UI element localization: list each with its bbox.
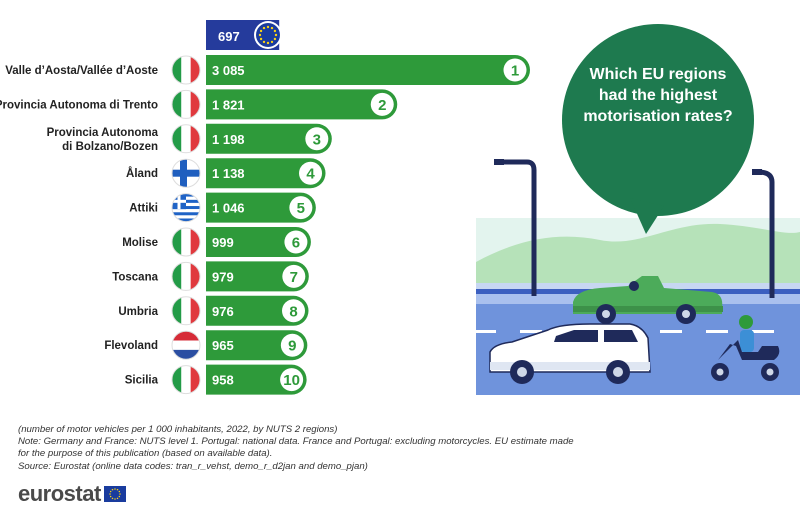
rank-badge: [503, 58, 527, 82]
region-label: Valle d’Aosta/Vallée d’Aoste: [5, 65, 158, 77]
convertible-car-icon: [573, 276, 723, 324]
rank-label: 2: [378, 97, 386, 114]
rank-badge: [280, 368, 304, 392]
italy-flag-icon: [171, 55, 201, 85]
region-label: Provincia Autonoma di Trento: [0, 99, 158, 111]
rank-badge: [370, 92, 394, 116]
bar: [206, 295, 309, 326]
bar: [206, 364, 307, 395]
bar: [206, 330, 308, 361]
netherlands-flag-icon: [171, 330, 201, 360]
rank-label: 3: [313, 131, 321, 148]
value-label: 958: [212, 373, 234, 388]
bar-row: Sicilia 10 958: [125, 364, 307, 395]
note-unit: (number of motor vehicles per 1 000 inha…: [18, 424, 338, 435]
scooter-icon: [711, 315, 780, 381]
question-bubble: [562, 24, 754, 234]
value-label: 1 198: [212, 132, 245, 147]
rank-label: 7: [290, 269, 298, 286]
italy-flag-icon: [171, 89, 201, 119]
rank-label: 10: [283, 372, 300, 389]
region-label: Flevoland: [104, 340, 158, 352]
suv-car-icon: [489, 323, 651, 384]
rank-badge: [282, 264, 306, 288]
rank-badge: [305, 127, 329, 151]
bar: [206, 192, 316, 223]
note-1: Note: Germany and France: NUTS level 1. …: [18, 436, 574, 448]
value-label: 1 138: [212, 166, 245, 181]
rank-badge: [284, 230, 308, 254]
value-label: 999: [212, 235, 234, 250]
eu-flag-logo-icon: [103, 486, 126, 502]
italy-flag-icon: [171, 261, 201, 291]
bar-row: Attiki 5 1 046: [129, 192, 316, 223]
value-label: 976: [212, 304, 234, 319]
region-label: Provincia Autonoma di Bolzano/Bozen: [47, 127, 159, 153]
value-label: 1 821: [212, 97, 245, 112]
bars: Valle d’Aosta/Vallée d’Aoste 1 3 085 Provin…: [0, 55, 530, 395]
bubble-text: Which EU regions had the highest motoris…: [583, 66, 733, 125]
bar-row: Valle d’Aosta/Vallée d’Aoste 1 3 085: [5, 55, 530, 85]
rank-badge: [289, 196, 313, 220]
rank-label: 9: [288, 338, 296, 355]
logo-text: eurostat: [18, 481, 101, 506]
italy-flag-icon: [171, 124, 201, 154]
street-illustration: [476, 159, 800, 395]
eu-flag-icon: [254, 21, 282, 49]
italy-flag-icon: [171, 365, 201, 395]
bar-row: Åland 4 1 138: [126, 158, 326, 189]
rank-label: 6: [292, 235, 300, 252]
eu-value-label: 697: [218, 29, 240, 44]
bar: [206, 123, 332, 154]
rank-badge: [299, 161, 323, 185]
region-label: Umbria: [118, 306, 158, 318]
region-label: Åland: [126, 167, 158, 180]
value-label: 965: [212, 338, 234, 353]
bar: [206, 158, 326, 189]
note-2: for the purpose of this publication (bas…: [18, 448, 273, 460]
value-label: 979: [212, 269, 234, 284]
region-label: Attiki: [129, 203, 158, 215]
bar-row: Molise 6 999: [122, 227, 311, 257]
rank-badge: [280, 333, 304, 357]
bar: [206, 89, 398, 120]
note-source: Source: Eurostat (online data codes: tra…: [18, 460, 368, 472]
bar: [206, 261, 309, 292]
bar-row: Toscana 7 979: [112, 261, 309, 292]
rank-label: 5: [297, 200, 305, 217]
bar: [206, 55, 530, 85]
region-label: Sicilia: [125, 375, 159, 387]
rank-label: 8: [289, 303, 297, 320]
finland-flag-icon: [171, 158, 201, 188]
eurostat-logo: eurostat: [18, 481, 126, 507]
region-label: Molise: [122, 237, 158, 249]
greece-flag-icon: [171, 193, 201, 223]
bar: [206, 227, 311, 257]
bar-row: Provincia Autonoma di Bolzano/Bozen 3 1 198: [47, 123, 332, 154]
eu-reference: 697: [206, 20, 282, 50]
rank-label: 4: [306, 166, 315, 183]
bar-row: Provincia Autonoma di Trento 2 1 821: [0, 89, 398, 120]
italy-flag-icon: [171, 227, 201, 257]
value-label: 1 046: [212, 201, 245, 216]
region-label: Toscana: [112, 271, 158, 283]
value-label: 3 085: [212, 63, 245, 78]
bar-row: Flevoland 9 965: [104, 330, 308, 361]
rank-badge: [282, 299, 306, 323]
rank-label: 1: [511, 63, 519, 80]
notes: (number of motor vehicles per 1 000 inha…: [18, 424, 638, 473]
bar-row: Umbria 8 976: [118, 295, 309, 326]
italy-flag-icon: [171, 296, 201, 326]
